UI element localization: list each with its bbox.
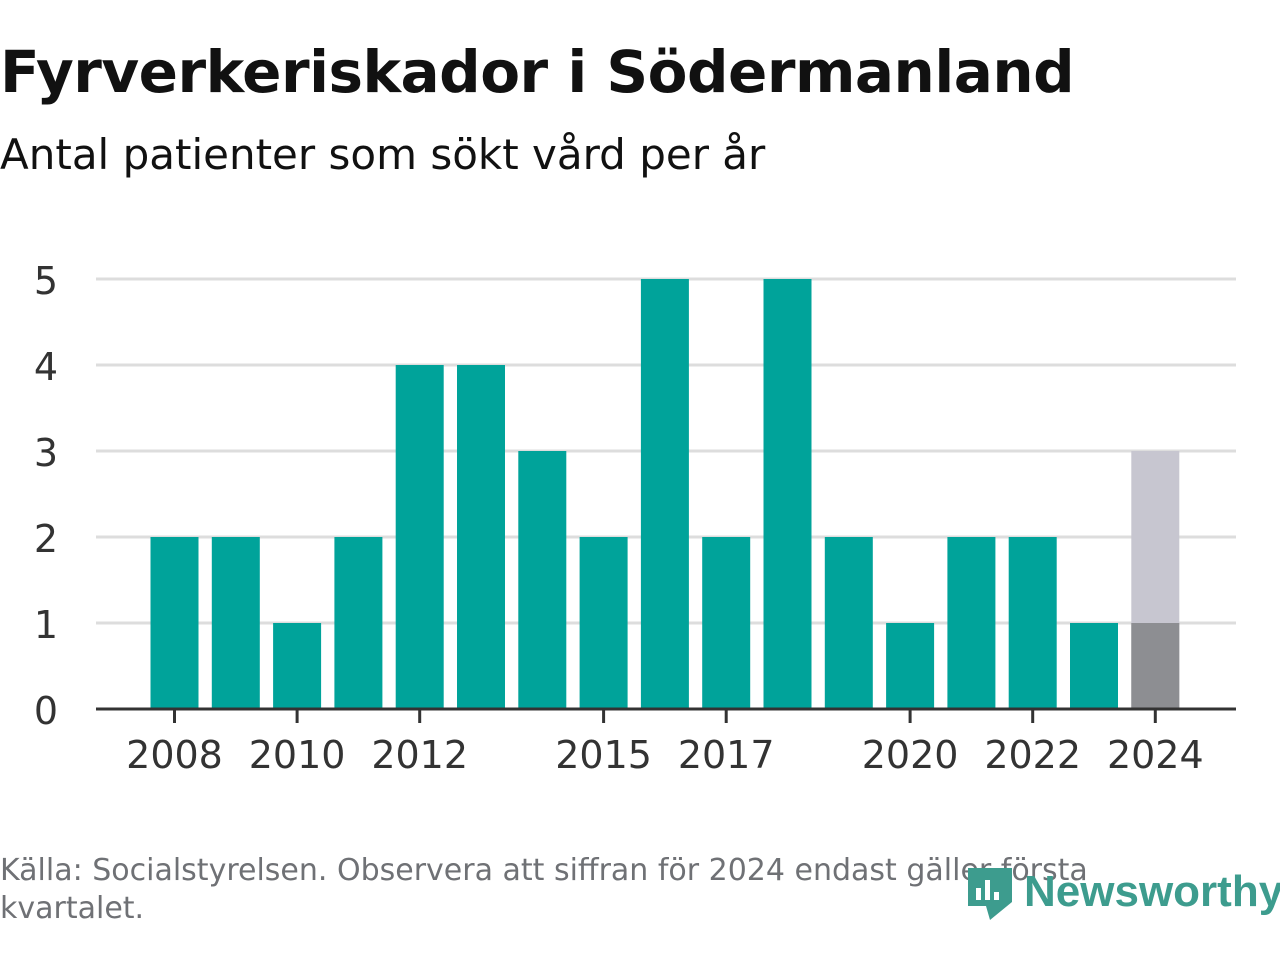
y-tick-label: 5 [34, 259, 58, 303]
bar [518, 451, 567, 709]
x-tick-label: 2024 [1107, 733, 1204, 777]
bars [150, 279, 1180, 709]
chart-subtitle: Antal patienter som sökt vård per år [0, 130, 766, 179]
bar [1070, 623, 1118, 709]
bar-partial-value [1131, 623, 1180, 709]
brand-logo[interactable]: Newsworthy [964, 862, 1280, 922]
bar [334, 537, 383, 709]
y-tick-label: 4 [34, 345, 58, 389]
bar [1008, 537, 1057, 709]
y-tick-label: 1 [34, 603, 58, 647]
bar [824, 537, 873, 709]
axes: 0 1 2 3 4 5 2008 2010 2012 2015 2017 2020 2022 2024 [34, 259, 1236, 777]
bar [395, 365, 444, 709]
x-tick-label: 2012 [371, 733, 468, 777]
chart-title: Fyrverkeriskador i Södermanland [0, 38, 1075, 106]
bar [579, 537, 628, 709]
y-tick-label: 2 [34, 517, 58, 561]
bar [763, 279, 812, 709]
y-tick-label: 3 [34, 431, 58, 475]
bar [640, 279, 689, 709]
y-tick-label: 0 [34, 689, 58, 733]
bar [947, 537, 996, 709]
x-tick-label: 2017 [678, 733, 775, 777]
bar [273, 623, 322, 709]
x-tick-label: 2010 [249, 733, 346, 777]
brand-name: Newsworthy [1024, 867, 1280, 916]
x-tick-label: 2008 [126, 733, 223, 777]
bar [150, 537, 199, 709]
x-tick-label: 2020 [862, 733, 959, 777]
source-note: Källa: Socialstyrelsen. Observera att si… [0, 853, 1088, 926]
bar [457, 365, 505, 709]
bar [702, 537, 751, 709]
x-tick-label: 2015 [555, 733, 652, 777]
x-tick-label: 2022 [984, 733, 1081, 777]
bar [211, 537, 260, 709]
newsworthy-logo-icon [968, 868, 1012, 920]
bar [886, 623, 935, 709]
